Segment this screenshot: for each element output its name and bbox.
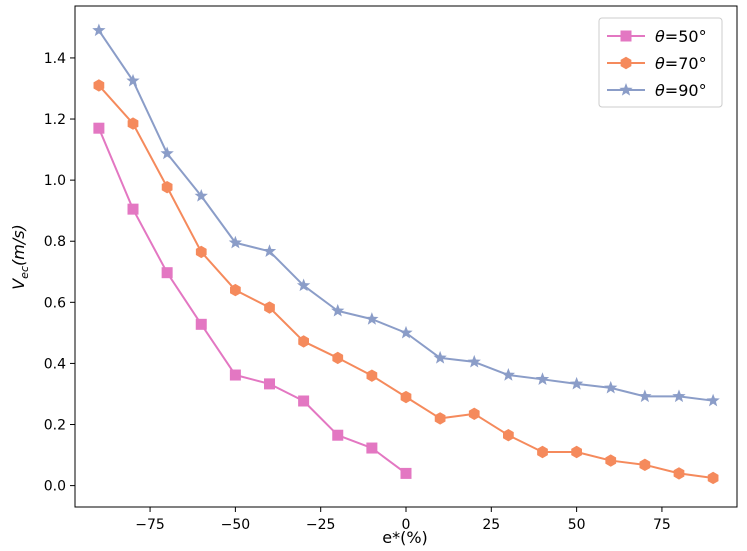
y-tick-label: 1.4 xyxy=(44,51,66,67)
data-point xyxy=(296,278,311,292)
data-point xyxy=(194,189,208,202)
series-line xyxy=(97,127,407,475)
y-tick-label: 0.0 xyxy=(44,479,66,495)
data-point xyxy=(706,393,720,407)
data-point xyxy=(537,445,548,459)
data-point xyxy=(569,376,584,390)
data-point xyxy=(503,429,514,442)
x-tick-label: −50 xyxy=(221,517,251,533)
data-point xyxy=(535,372,550,385)
data-point xyxy=(639,458,651,472)
data-point xyxy=(127,203,139,215)
y-tick-label: 0.8 xyxy=(44,234,66,250)
data-point xyxy=(366,369,378,382)
data-point xyxy=(195,245,207,259)
data-point xyxy=(604,380,618,394)
data-point xyxy=(93,79,105,92)
data-point xyxy=(264,378,276,390)
data-point xyxy=(93,122,105,134)
data-point xyxy=(332,429,344,441)
legend-label: θ=90° xyxy=(655,81,707,100)
y-axis: 0.0 0.2 0.4 0.6 0.8 1.0 1.2 1.4 xyxy=(44,51,75,495)
series-1 xyxy=(93,122,412,479)
data-point xyxy=(195,318,207,330)
data-point xyxy=(707,471,719,485)
legend-label: θ=50° xyxy=(655,27,707,46)
data-point xyxy=(229,369,241,381)
x-tick-label: −75 xyxy=(135,517,165,533)
data-point xyxy=(501,368,516,381)
x-tick-label: 50 xyxy=(568,517,586,533)
data-point xyxy=(605,454,617,467)
data-point xyxy=(433,350,447,364)
data-point xyxy=(366,442,378,454)
data-point xyxy=(571,445,582,459)
data-point xyxy=(161,267,173,279)
data-point xyxy=(230,283,241,297)
series-2 xyxy=(93,79,719,485)
data-point xyxy=(127,117,139,130)
legend-entry: θ=70° xyxy=(607,54,707,73)
x-tick-label: 75 xyxy=(653,517,671,533)
x-axis: −75 −50 −25 0 25 50 75 xyxy=(135,507,671,533)
data-point xyxy=(399,325,413,339)
y-tick-label: 0.2 xyxy=(44,418,66,434)
data-point xyxy=(365,312,379,325)
series-line xyxy=(98,84,714,479)
x-axis-title: e*(%) xyxy=(382,528,428,547)
y-axis-title: Vec(m/s) xyxy=(9,224,31,290)
data-point xyxy=(332,351,344,365)
series-layer xyxy=(92,23,720,485)
x-tick-label: −25 xyxy=(306,517,336,533)
legend-marker xyxy=(620,56,632,70)
data-point xyxy=(298,335,309,348)
legend-entry: θ=50° xyxy=(607,27,707,46)
data-point xyxy=(434,412,446,425)
data-point xyxy=(468,407,480,421)
data-point xyxy=(160,146,174,160)
y-tick-label: 1.0 xyxy=(44,173,66,189)
legend: θ=50° θ=70° θ=90° xyxy=(598,17,723,108)
y-tick-label: 0.4 xyxy=(44,356,66,372)
y-tick-label: 1.2 xyxy=(44,112,66,128)
data-point xyxy=(672,389,686,403)
data-point xyxy=(673,467,685,480)
legend-marker xyxy=(620,30,632,42)
x-tick-label: 0 xyxy=(402,517,411,533)
data-point xyxy=(161,180,173,194)
data-point xyxy=(92,23,106,37)
legend-marker xyxy=(619,83,633,96)
data-point xyxy=(298,395,310,407)
series-3 xyxy=(92,23,720,407)
data-point xyxy=(400,467,412,479)
data-point xyxy=(638,389,652,403)
x-tick-label: 25 xyxy=(482,517,500,533)
data-point xyxy=(467,354,481,368)
data-point xyxy=(228,235,243,249)
y-tick-label: 0.6 xyxy=(44,295,66,311)
data-point xyxy=(331,303,345,317)
data-point xyxy=(264,301,275,314)
legend-label: θ=70° xyxy=(655,54,707,73)
data-point xyxy=(400,390,412,404)
data-point xyxy=(126,73,140,87)
data-point xyxy=(262,244,277,257)
legend-entry: θ=90° xyxy=(607,81,707,100)
